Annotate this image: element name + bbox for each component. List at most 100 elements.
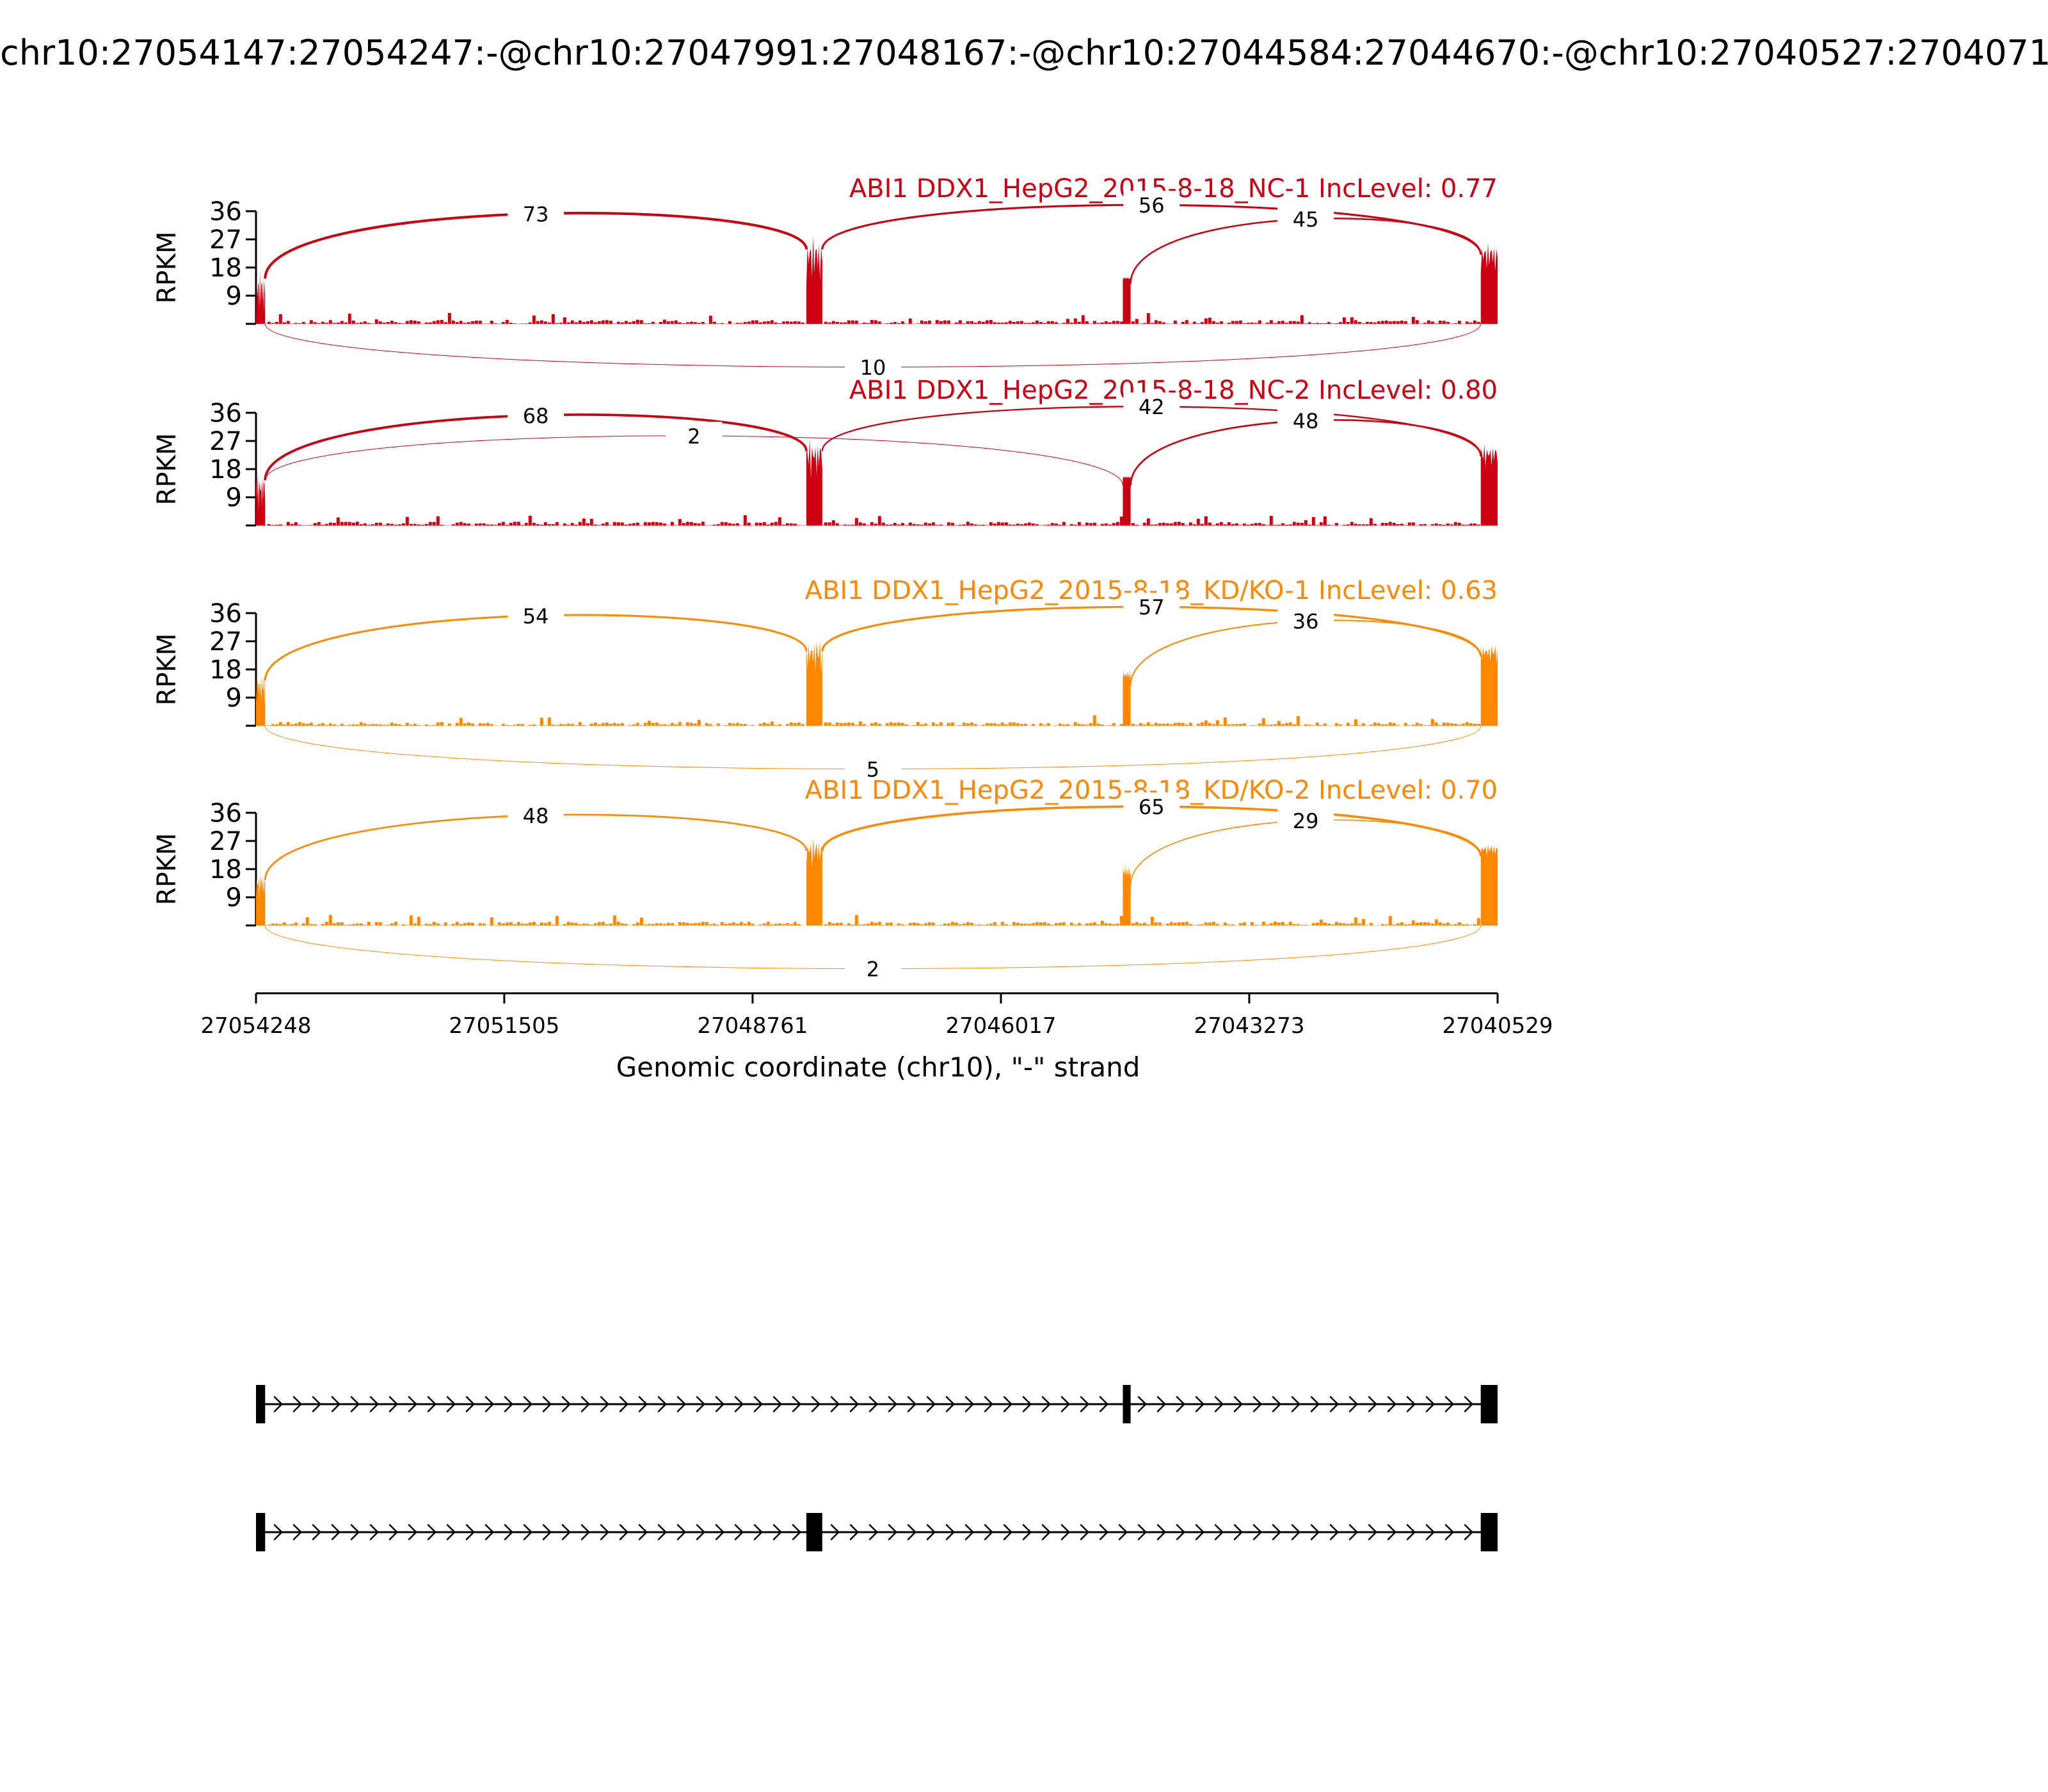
strand-arrow [907, 1396, 917, 1412]
junction-label: 48 [508, 801, 564, 828]
y-tick-label: 9 [226, 883, 242, 913]
strand-arrow [1291, 1524, 1301, 1540]
strand-arrow [1406, 1396, 1416, 1412]
strand-arrow [561, 1396, 572, 1412]
strand-arrow [465, 1396, 476, 1412]
isoform-exon-1 [256, 1513, 266, 1551]
y-tick-label: 18 [209, 455, 242, 484]
strand-arrow [542, 1396, 552, 1412]
junction-count: 73 [523, 202, 549, 227]
strand-arrow [772, 1524, 783, 1540]
exon-coverage-1 [256, 270, 266, 324]
isoform-exon-4 [1480, 1385, 1498, 1423]
junction-label-bg [1277, 406, 1334, 433]
x-axis: 27054248 27051505 27048761 27046017 27043273… [200, 992, 1553, 1083]
intron-coverage [267, 715, 1480, 726]
strand-arrow [1156, 1524, 1167, 1540]
strand-arrow [1233, 1396, 1244, 1412]
chart-title: chr10:27054147:27054247:-@chr10:27047991… [0, 33, 2048, 73]
strand-arrow [1060, 1524, 1071, 1540]
strand-arrow [792, 1524, 802, 1540]
strand-arrow [772, 1396, 783, 1412]
strand-arrow [1464, 1396, 1474, 1412]
strand-arrow [715, 1524, 725, 1540]
strand-arrow [331, 1396, 341, 1412]
junction-label: 57 [1123, 593, 1180, 620]
strand-arrow [1252, 1396, 1263, 1412]
strand-arrow [1272, 1524, 1282, 1540]
y-tick-label: 9 [226, 282, 242, 311]
junction-count: 2 [867, 957, 879, 982]
isoform-exon-4 [1480, 1513, 1498, 1551]
strand-arrow [484, 1524, 495, 1540]
exon-coverage-4 [1480, 844, 1498, 925]
isoform-1 [256, 1385, 1498, 1423]
strand-arrow [542, 1524, 552, 1540]
strand-arrow [446, 1396, 456, 1412]
strand-arrow [619, 1396, 629, 1412]
junction-label: 10 [844, 353, 901, 380]
junction-label-bg [1123, 392, 1180, 419]
junction-label-bg [1123, 191, 1180, 217]
junction-count: 45 [1293, 207, 1319, 232]
exon-coverage-2 [806, 236, 822, 324]
strand-arrow [1387, 1396, 1397, 1412]
y-tick-label: 9 [226, 483, 242, 513]
strand-arrow [638, 1396, 648, 1412]
y-axis-label: RPKM [152, 433, 182, 506]
x-tick-label: 27040529 [1442, 1013, 1553, 1039]
strand-arrow [1368, 1524, 1378, 1540]
exon-coverage-1 [256, 473, 266, 525]
strand-arrow [926, 1524, 936, 1540]
strand-arrow [1022, 1524, 1032, 1540]
strand-arrow [1310, 1524, 1320, 1540]
strand-arrow [619, 1524, 629, 1540]
isoform-exon-2 [806, 1513, 822, 1551]
strand-arrow [888, 1396, 898, 1412]
y-tick-label: 18 [209, 855, 242, 884]
strand-arrow [1252, 1524, 1263, 1540]
intron-coverage [267, 313, 1480, 324]
strand-arrow [811, 1396, 821, 1412]
strand-arrow [1425, 1396, 1436, 1412]
strand-arrow [1233, 1524, 1244, 1540]
junction-label-bg [508, 601, 564, 627]
strand-arrow [465, 1524, 476, 1540]
x-axis-label: Genomic coordinate (chr10), "-" strand [616, 1052, 1140, 1083]
strand-arrow [1214, 1524, 1224, 1540]
strand-arrow [523, 1524, 533, 1540]
strand-arrow [1348, 1396, 1359, 1412]
y-tick-label: 18 [209, 655, 242, 685]
strand-arrow [1003, 1396, 1013, 1412]
strand-arrow [273, 1396, 284, 1412]
junction-count: 48 [1293, 409, 1319, 433]
strand-arrow [427, 1524, 437, 1540]
strand-arrow [696, 1396, 706, 1412]
junction-label: 5 [844, 755, 901, 782]
exon-coverage-4 [1480, 242, 1498, 324]
junction-label: 36 [1277, 607, 1334, 634]
strand-arrow [292, 1524, 303, 1540]
strand-arrow [427, 1396, 437, 1412]
junction-count: 10 [860, 356, 886, 380]
strand-arrow [1156, 1396, 1167, 1412]
junction-label: 56 [1123, 191, 1180, 218]
exon-coverage-2 [806, 438, 822, 525]
intron-coverage [267, 515, 1480, 525]
strand-arrow [504, 1524, 514, 1540]
strand-arrow [523, 1396, 533, 1412]
strand-arrow [945, 1396, 956, 1412]
exon-coverage-3 [1123, 669, 1131, 726]
strand-arrow [945, 1524, 956, 1540]
strand-arrow [1464, 1524, 1474, 1540]
strand-arrow [273, 1524, 284, 1540]
junction-label: 68 [508, 401, 564, 428]
strand-arrow [1348, 1524, 1359, 1540]
y-axis-label: RPKM [152, 634, 182, 706]
junction-label: 54 [508, 601, 564, 628]
strand-arrow [388, 1396, 399, 1412]
isoform-exon-3 [1123, 1385, 1131, 1423]
